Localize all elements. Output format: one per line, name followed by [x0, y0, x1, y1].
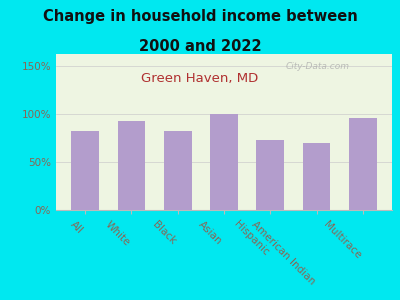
Text: Green Haven, MD: Green Haven, MD [141, 72, 259, 85]
Bar [118, 122, 145, 210]
Bar [349, 118, 377, 210]
Bar [256, 140, 284, 210]
Text: City-Data.com: City-Data.com [286, 62, 350, 71]
Text: Change in household income between: Change in household income between [43, 9, 357, 24]
Bar [71, 131, 99, 210]
Text: 2000 and 2022: 2000 and 2022 [139, 39, 261, 54]
Bar [164, 131, 192, 210]
Bar [303, 142, 330, 210]
Bar [210, 114, 238, 210]
